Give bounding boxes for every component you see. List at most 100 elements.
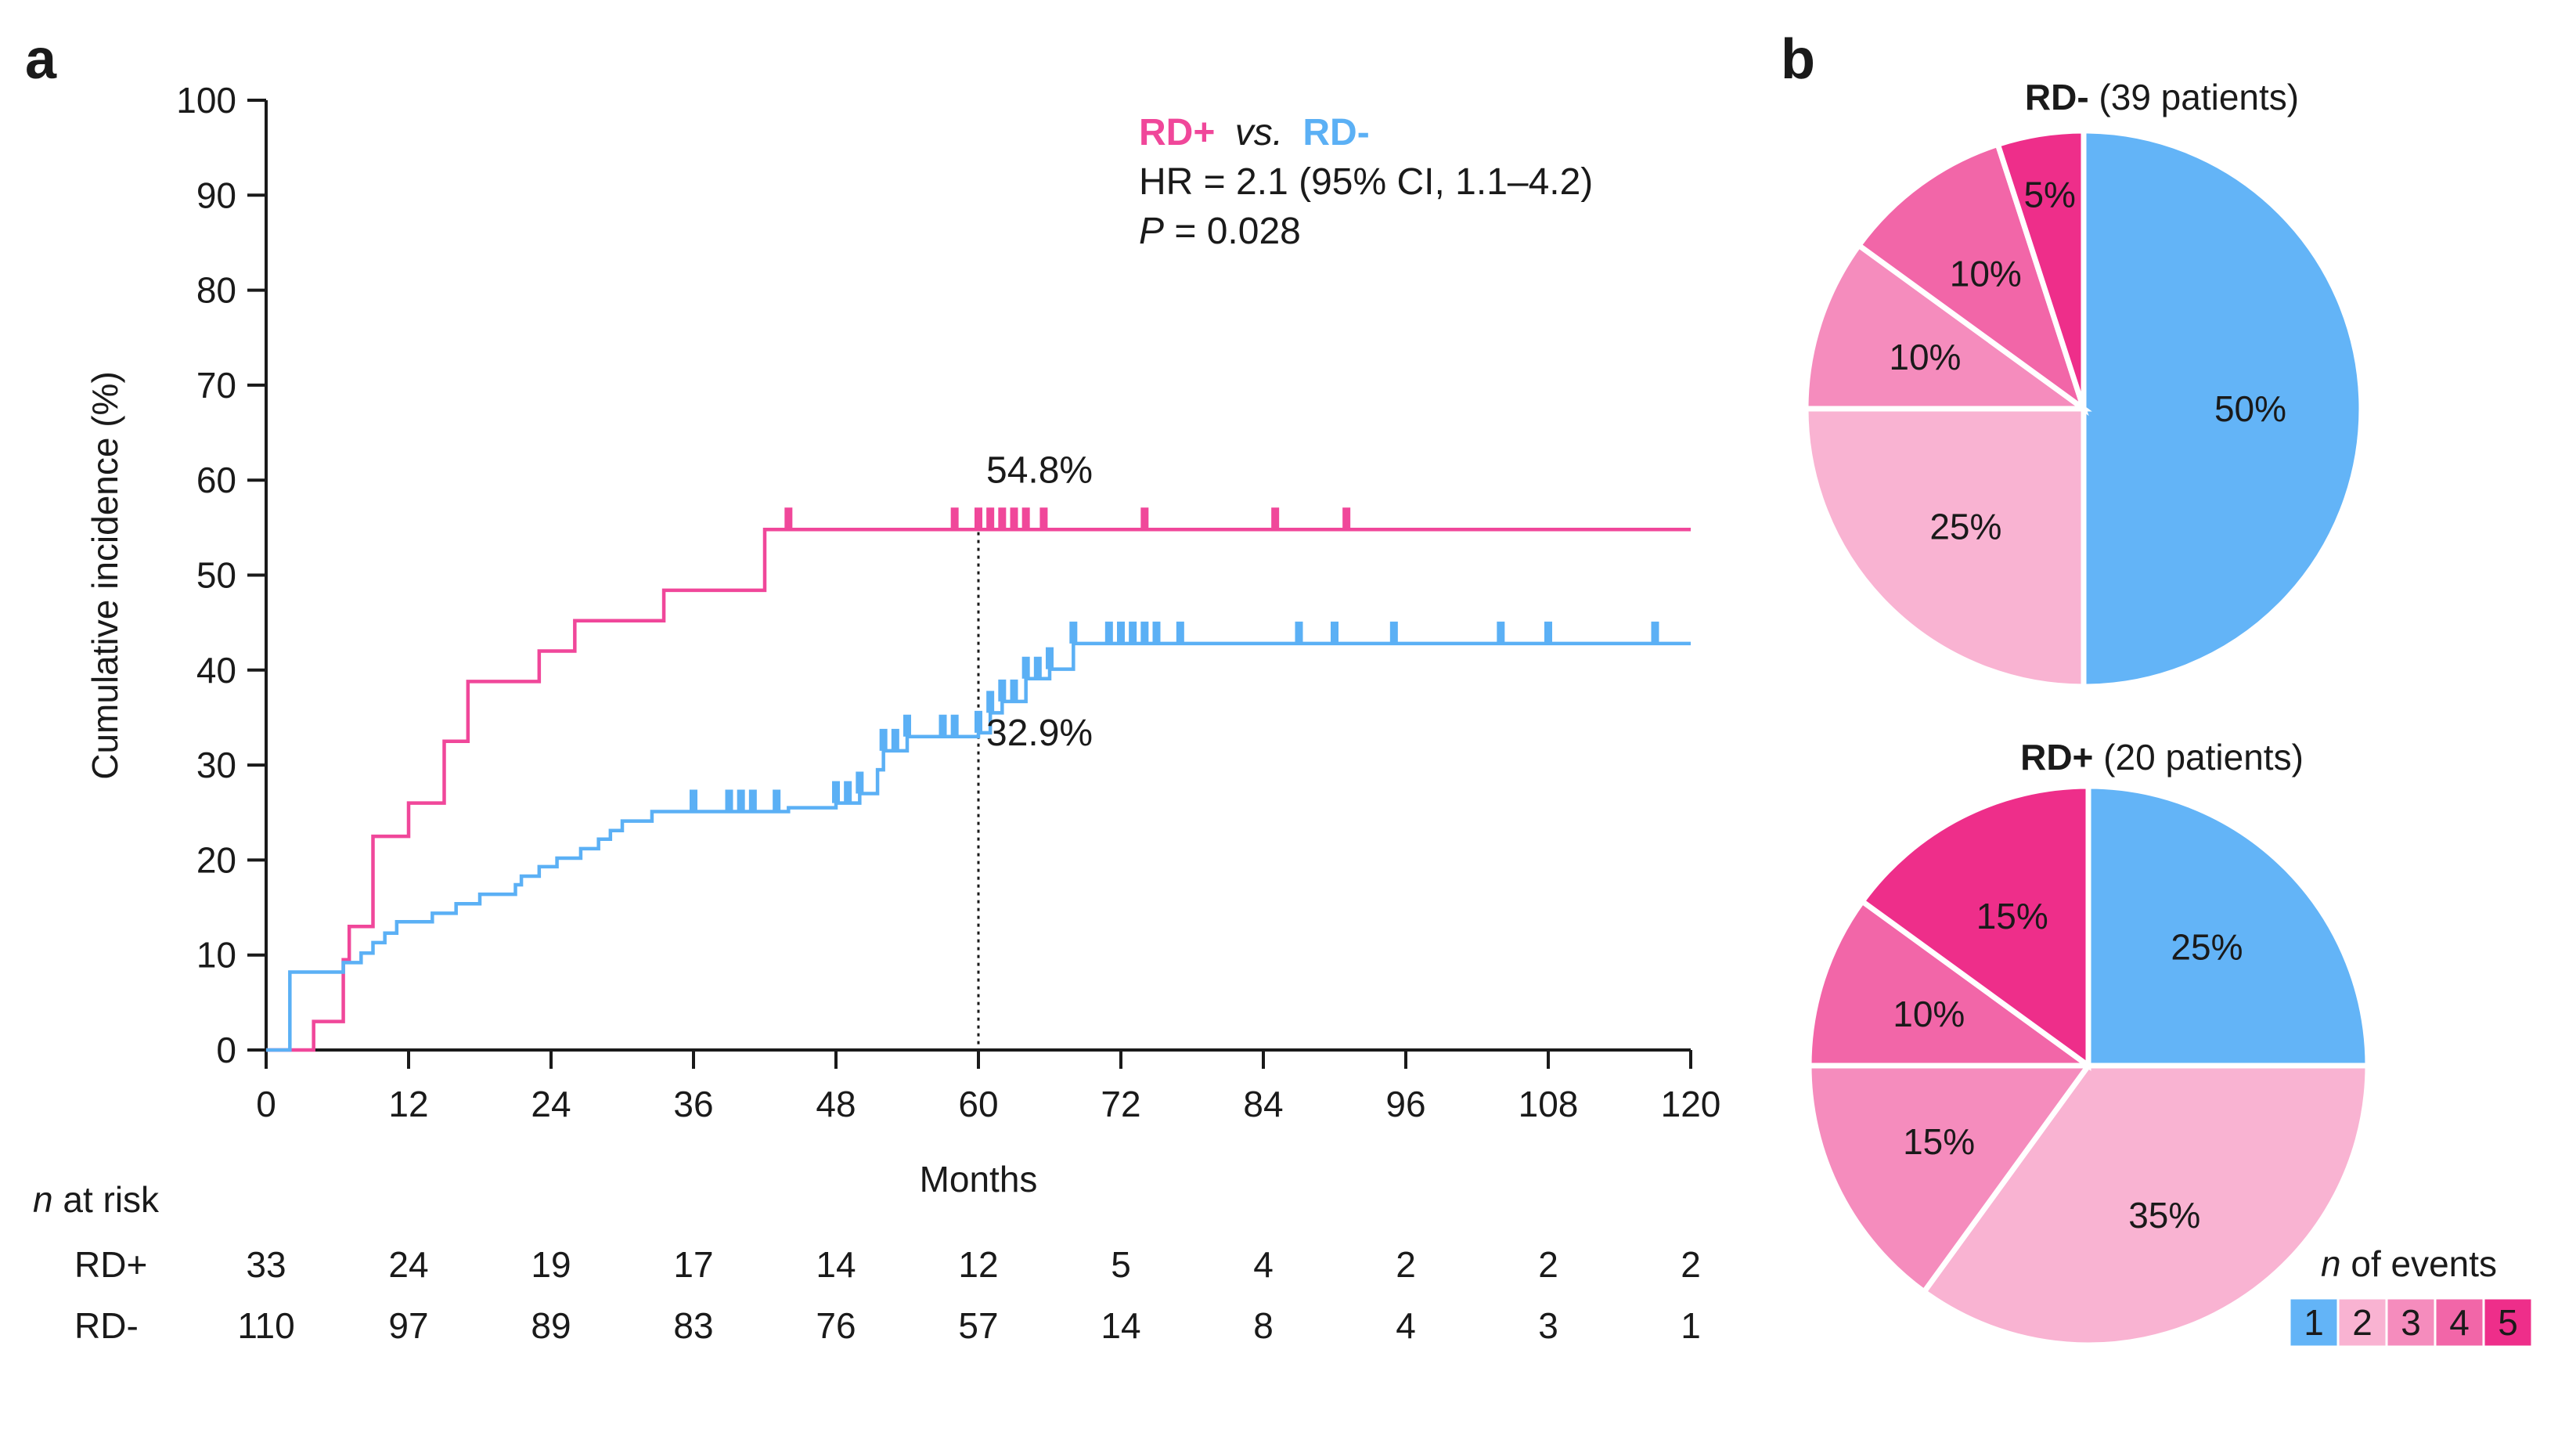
x-tick-label: 84 [1243, 1084, 1283, 1124]
pie-slice-rd-pos-events-1 [2085, 783, 2371, 1069]
pie-slice-rd-pos-events-5 [1858, 783, 2091, 1071]
events-legend-title-rest: of events [2341, 1243, 2497, 1284]
events-pie-panel: RD- (39 patients) 50%25%10%10%5% RD+ (20… [1803, 77, 2534, 1348]
pie-slice-rd-neg-events-5 [1994, 128, 2087, 410]
pie-label-rd-neg-events-4: 10% [1950, 254, 2022, 294]
pie-title-rd-neg: RD- (39 patients) [2025, 77, 2299, 117]
stats-rd-pos: RD+ [1139, 112, 1215, 153]
x-tick-label: 36 [673, 1084, 713, 1124]
x-tick-label: 24 [531, 1084, 571, 1124]
events-legend-label-5: 5 [2498, 1302, 2518, 1343]
y-tick-label: 20 [196, 839, 236, 880]
stats-rd-neg: RD- [1302, 112, 1369, 153]
risk-value-rd-neg: 83 [673, 1305, 713, 1346]
risk-value-rd-neg: 14 [1101, 1305, 1140, 1346]
pie-slice-rd-pos-events-3 [1806, 1063, 2094, 1296]
stats-p-value: P = 0.028 [1139, 211, 1301, 252]
events-legend-swatch-5 [2482, 1297, 2534, 1348]
risk-value-rd-neg: 97 [388, 1305, 428, 1346]
events-legend-title-n: n [2321, 1243, 2341, 1284]
stats-hazard-ratio: HR = 2.1 (95% CI, 1.1–4.2) [1139, 161, 1593, 203]
risk-value-rd-pos: 2 [1681, 1244, 1701, 1285]
panel-label-b: b [1781, 28, 1815, 91]
pie-slice-rd-neg-events-1 [2081, 128, 2365, 690]
series-line-rd-neg [266, 641, 1691, 1052]
risk-value-rd-neg: 3 [1538, 1305, 1558, 1346]
pie-slice-rd-pos-events-4 [1806, 897, 2097, 1069]
y-tick-label: 100 [176, 80, 236, 121]
pie-label-rd-neg-events-3: 10% [1889, 337, 1961, 377]
stats-p-symbol: P [1139, 211, 1164, 252]
pie-slice-rd-neg-events-3 [1803, 241, 2092, 412]
y-tick-label: 70 [196, 365, 236, 406]
x-tick-label: 96 [1385, 1084, 1425, 1124]
x-tick-label: 120 [1661, 1084, 1721, 1124]
risk-row-label-rd-pos: RD+ [74, 1244, 147, 1285]
pie-title-rd-pos: RD+ (20 patients) [2020, 737, 2304, 778]
risk-value-rd-pos: 12 [958, 1244, 998, 1285]
y-tick-label: 30 [196, 745, 236, 785]
y-tick-label: 90 [196, 175, 236, 215]
risk-table-title-rest: at risk [53, 1179, 160, 1220]
y-axis-label: Cumulative incidence (%) [85, 371, 125, 780]
y-tick-label: 10 [196, 935, 236, 976]
pie-slice-rd-neg-events-4 [1854, 140, 2089, 417]
risk-value-rd-pos: 19 [531, 1244, 571, 1285]
pie-title-rd-pos-rest: (20 patients) [2093, 737, 2303, 778]
x-axis-label: Months [920, 1159, 1038, 1200]
x-tick-label: 0 [256, 1084, 276, 1124]
events-legend-swatch-4 [2434, 1297, 2485, 1348]
x-tick-label: 48 [816, 1084, 856, 1124]
pie-chart-rd-pos: 25% 35% 15% 10% 15% [1806, 783, 2371, 1348]
risk-value-rd-pos: 5 [1111, 1244, 1131, 1285]
pie-title-rd-neg-bold: RD- [2025, 77, 2089, 117]
risk-table-title: n at risk [33, 1179, 160, 1220]
risk-value-rd-neg: 1 [1681, 1305, 1701, 1346]
events-legend-label-2: 2 [2352, 1302, 2372, 1343]
pie-slice-rd-pos-events-2 [1920, 1063, 2371, 1348]
risk-value-rd-pos: 2 [1538, 1244, 1558, 1285]
events-legend-label-3: 3 [2401, 1302, 2421, 1343]
risk-value-rd-pos: 17 [673, 1244, 713, 1285]
pie-label-rd-neg-events-1: 50% [2214, 388, 2286, 429]
risk-value-rd-neg: 4 [1396, 1305, 1416, 1346]
events-legend-title: n of events [2321, 1243, 2497, 1284]
pie-label-rd-neg-events-2: 25% [1929, 507, 2001, 547]
risk-value-rd-neg: 89 [531, 1305, 571, 1346]
risk-row-label-rd-neg: RD- [74, 1305, 139, 1346]
y-tick-label: 0 [216, 1030, 236, 1070]
risk-value-rd-neg: 8 [1253, 1305, 1274, 1346]
risk-value-rd-neg: 57 [958, 1305, 998, 1346]
events-legend-label-1: 1 [2304, 1302, 2324, 1343]
pie-slice-rd-neg-events-2 [1803, 406, 2087, 690]
events-legend-swatch-3 [2385, 1297, 2437, 1348]
pie-title-rd-neg-rest: (39 patients) [2089, 77, 2299, 117]
pie-label-rd-pos-events-3: 15% [1903, 1121, 1975, 1162]
risk-value-rd-neg: 76 [816, 1305, 856, 1346]
risk-value-rd-pos: 4 [1253, 1244, 1274, 1285]
panel-label-a: a [25, 28, 57, 91]
annotation-rd-pos-60-months: 54.8% [986, 449, 1093, 491]
risk-value-rd-pos: 24 [388, 1244, 428, 1285]
stats-comparison: RD+ vs. RD- [1139, 112, 1370, 153]
pie-label-rd-pos-events-2: 35% [2128, 1195, 2200, 1236]
y-tick-label: 60 [196, 460, 236, 500]
x-tick-label: 60 [958, 1084, 998, 1124]
pie-label-rd-pos-events-5: 15% [1976, 896, 2048, 936]
y-tick-label: 40 [196, 650, 236, 691]
y-tick-label: 50 [196, 555, 236, 596]
risk-value-rd-neg: 110 [237, 1305, 294, 1346]
pie-title-rd-pos-bold: RD+ [2020, 737, 2093, 778]
events-legend-swatch-2 [2336, 1297, 2388, 1348]
y-tick-label: 80 [196, 270, 236, 311]
risk-value-rd-pos: 14 [816, 1244, 856, 1285]
x-tick-label: 108 [1519, 1084, 1579, 1124]
risk-table-title-n: n [33, 1179, 53, 1220]
pie-label-rd-neg-events-5: 5% [2023, 175, 2075, 215]
risk-value-rd-pos: 2 [1396, 1244, 1416, 1285]
events-legend-label-4: 4 [2449, 1302, 2470, 1343]
pie-chart-rd-neg: 50%25%10%10%5% [1803, 128, 2365, 690]
